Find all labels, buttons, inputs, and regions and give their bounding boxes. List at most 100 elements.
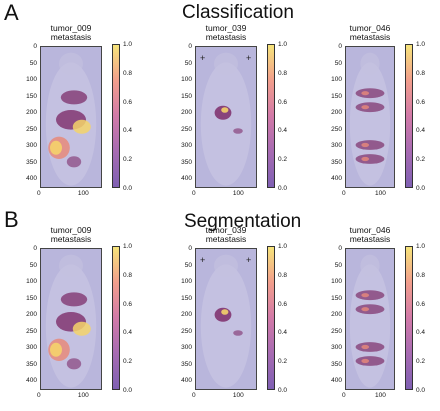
hotspot xyxy=(355,304,385,315)
colorbar-tick-label: 0.4 xyxy=(123,329,133,337)
x-tick-label: 0 xyxy=(342,190,346,197)
y-tick-label: 300 xyxy=(181,142,192,150)
colorbar-tick-label: 0.8 xyxy=(123,271,133,279)
y-tick-label: 100 xyxy=(331,76,342,84)
x-tick-label: 100 xyxy=(232,392,244,399)
panel-title-label: metastasis xyxy=(349,32,391,42)
x-tick-label: 100 xyxy=(375,190,386,197)
colorbar-tick-label: 0.8 xyxy=(416,271,426,279)
colorbar-tick-label: 1.0 xyxy=(278,243,288,250)
hotspot xyxy=(355,154,385,164)
y-tick-label: 350 xyxy=(331,158,342,166)
y-tick-label: 250 xyxy=(26,125,37,133)
colorbar-tick-label: 0.4 xyxy=(278,329,288,337)
y-tick-label: 200 xyxy=(181,109,192,117)
body-silhouette xyxy=(346,249,394,389)
y-tick-label: 400 xyxy=(181,377,192,385)
y-tick-label: 100 xyxy=(26,278,37,286)
panel-title-name: tumor_009 xyxy=(50,23,92,33)
heatmap-image xyxy=(40,248,102,390)
colorbar-tick-label: 0.8 xyxy=(416,69,426,77)
section-title-segmentation: Segmentation xyxy=(184,211,302,232)
y-tick-label: 0 xyxy=(338,245,342,252)
colorbar xyxy=(112,44,120,188)
section-letter-a: A xyxy=(4,0,19,25)
colorbar-tick-label: 0.2 xyxy=(278,156,288,164)
marker-plus-icon: + xyxy=(200,255,205,265)
colorbar-tick-label: 0.4 xyxy=(278,127,288,135)
x-tick-label: 0 xyxy=(342,392,346,399)
hotspot xyxy=(361,156,370,162)
hotspot xyxy=(50,342,62,357)
y-tick-label: 300 xyxy=(331,142,342,150)
marker-plus-icon: + xyxy=(246,255,251,265)
heatmap-image xyxy=(345,46,395,188)
marker-plus-icon: + xyxy=(200,53,205,63)
hotspot xyxy=(355,88,385,99)
y-tick-label: 200 xyxy=(26,311,37,319)
hotspot xyxy=(233,128,243,134)
y-tick-label: 250 xyxy=(26,327,37,335)
y-tick-label: 0 xyxy=(188,43,192,50)
y-tick-label: 200 xyxy=(331,311,342,319)
colorbar xyxy=(405,44,413,188)
y-tick-label: 150 xyxy=(26,294,37,302)
y-tick-label: 50 xyxy=(29,59,37,67)
y-tick-label: 50 xyxy=(184,59,192,67)
colorbar-tick-label: 0.6 xyxy=(278,98,288,106)
y-tick-label: 300 xyxy=(331,344,342,352)
x-tick-label: 0 xyxy=(192,190,196,197)
marker-plus-icon: + xyxy=(246,53,251,63)
y-tick-label: 150 xyxy=(331,294,342,302)
panel-title-label: metastasis xyxy=(50,234,92,244)
colorbar-tick-label: 0.6 xyxy=(416,300,426,308)
y-tick-label: 350 xyxy=(331,360,342,368)
panel-title-label: metastasis xyxy=(205,32,247,42)
hotspot xyxy=(72,119,91,134)
y-tick-label: 250 xyxy=(331,125,342,133)
panel-title-label: metastasis xyxy=(349,234,391,244)
y-tick-label: 0 xyxy=(33,43,37,50)
y-tick-label: 50 xyxy=(334,261,342,269)
colorbar-tick-label: 0.8 xyxy=(278,69,288,77)
colorbar xyxy=(267,246,275,390)
y-tick-label: 100 xyxy=(181,76,192,84)
x-tick-label: 100 xyxy=(77,190,89,197)
heatmap-image xyxy=(40,46,102,188)
y-tick-label: 400 xyxy=(331,377,342,385)
hotspot xyxy=(361,142,370,148)
x-tick-label: 0 xyxy=(37,392,41,399)
colorbar-tick-label: 0.2 xyxy=(123,156,133,164)
y-tick-label: 100 xyxy=(181,278,192,286)
hotspot xyxy=(355,102,385,113)
hotspot xyxy=(355,290,385,301)
panel-title: tumor_046 metastasis xyxy=(320,24,420,42)
panel-title-name: tumor_039 xyxy=(205,23,247,33)
hotspot xyxy=(72,321,91,336)
y-tick-label: 50 xyxy=(29,261,37,269)
panel-title: tumor_009 metastasis xyxy=(21,24,121,42)
section-letter-b: B xyxy=(4,207,19,232)
panel-title-name: tumor_046 xyxy=(349,225,391,235)
y-tick-label: 300 xyxy=(26,344,37,352)
y-tick-label: 150 xyxy=(331,92,342,100)
colorbar-tick-label: 0.2 xyxy=(278,358,288,366)
colorbar-tick-label: 0.6 xyxy=(123,300,133,308)
y-tick-label: 150 xyxy=(26,92,37,100)
hotspot xyxy=(221,107,229,113)
y-tick-label: 50 xyxy=(184,261,192,269)
y-tick-label: 300 xyxy=(181,344,192,352)
colorbar-tick-label: 0.0 xyxy=(123,185,133,192)
colorbar-tick-label: 0.6 xyxy=(123,98,133,106)
x-tick-label: 100 xyxy=(232,190,244,197)
heatmap-image xyxy=(345,248,395,390)
y-tick-label: 350 xyxy=(181,360,192,368)
y-tick-label: 50 xyxy=(334,59,342,67)
colorbar-tick-label: 0.6 xyxy=(416,98,426,106)
colorbar-tick-label: 0.2 xyxy=(416,358,426,366)
y-tick-label: 100 xyxy=(331,278,342,286)
y-tick-label: 250 xyxy=(181,125,192,133)
hotspot xyxy=(60,90,88,105)
y-tick-label: 400 xyxy=(181,175,192,183)
y-tick-label: 200 xyxy=(26,109,37,117)
